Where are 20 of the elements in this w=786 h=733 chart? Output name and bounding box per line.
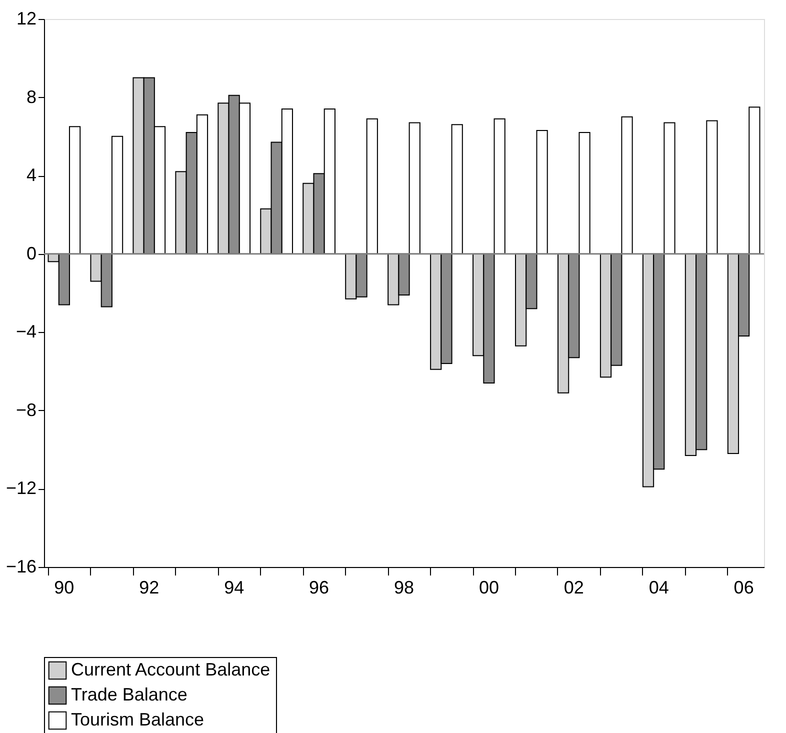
legend-label: Trade Balance xyxy=(71,684,188,704)
legend-label: Current Account Balance xyxy=(71,660,270,680)
y-tick-label: −16 xyxy=(6,556,36,576)
x-tick-label: 00 xyxy=(478,578,499,598)
y-tick-label: 0 xyxy=(26,243,36,264)
y-tick-label: 12 xyxy=(16,8,36,28)
x-tick-label: 92 xyxy=(139,578,160,598)
y-tick-label: −12 xyxy=(6,478,36,498)
x-tick-label: 98 xyxy=(394,578,414,598)
x-tick-label: 06 xyxy=(734,578,754,598)
y-tick-label: 4 xyxy=(26,165,36,186)
y-tick-label: −4 xyxy=(16,322,36,342)
y-tick-label: −8 xyxy=(16,400,36,420)
x-tick-label: 02 xyxy=(564,578,584,598)
x-tick-label: 04 xyxy=(648,578,669,598)
x-tick-label: 96 xyxy=(309,578,330,598)
x-tick-label: 94 xyxy=(224,578,244,598)
x-tick-label: 90 xyxy=(54,578,74,598)
legend-label: Tourism Balance xyxy=(71,710,204,730)
y-tick-label: 8 xyxy=(26,86,36,107)
